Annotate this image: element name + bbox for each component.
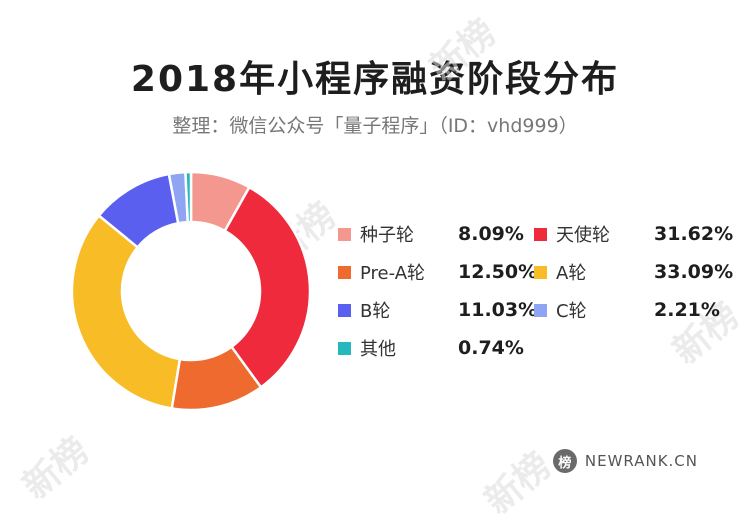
legend-swatch bbox=[338, 303, 351, 317]
legend-value: 0.74% bbox=[458, 337, 524, 359]
legend-swatch bbox=[534, 265, 547, 279]
legend-item: C轮 2.21% bbox=[534, 295, 720, 325]
legend-swatch bbox=[338, 227, 351, 241]
legend-item: 天使轮 31.62% bbox=[534, 219, 733, 249]
legend-swatch bbox=[534, 227, 547, 241]
newrank-logo-icon: 榜 bbox=[552, 449, 577, 473]
legend-value: 8.09% bbox=[458, 223, 524, 245]
legend-item: A轮 33.09% bbox=[534, 257, 733, 287]
legend-value: 12.50% bbox=[458, 261, 538, 283]
legend-label: A轮 bbox=[556, 263, 587, 284]
legend-item: 种子轮 8.09% bbox=[338, 219, 524, 249]
legend-label: 其他 bbox=[360, 339, 396, 360]
legend-value: 33.09% bbox=[654, 261, 734, 283]
legend-value: 2.21% bbox=[654, 299, 720, 321]
donut-slice-1 bbox=[223, 185, 312, 390]
legend-label: 天使轮 bbox=[556, 225, 610, 246]
donut-slice-6 bbox=[184, 170, 193, 224]
footer-text: NEWRANK.CN bbox=[584, 452, 698, 470]
legend-label: C轮 bbox=[556, 301, 587, 322]
legend-item: B轮 11.03% bbox=[338, 295, 537, 325]
legend-value: 31.62% bbox=[654, 223, 734, 245]
chart-title: 2018年小程序融资阶段分布 bbox=[130, 59, 620, 100]
donut-chart bbox=[70, 170, 312, 412]
footer-brand: 榜 NEWRANK.CN bbox=[552, 449, 698, 473]
legend-item: 其他 0.74% bbox=[338, 333, 524, 363]
legend-label: Pre-A轮 bbox=[360, 263, 426, 284]
legend-label: B轮 bbox=[360, 301, 391, 322]
legend-swatch bbox=[338, 341, 351, 355]
chart-subtitle: 整理：微信公众号「量子程序」（ID：vhd999） bbox=[172, 115, 578, 137]
donut-slice-3 bbox=[70, 213, 182, 410]
legend-label: 种子轮 bbox=[360, 225, 414, 246]
legend-swatch bbox=[534, 303, 547, 317]
legend-value: 11.03% bbox=[458, 299, 538, 321]
legend-swatch bbox=[338, 265, 351, 279]
legend-item: Pre-A轮 12.50% bbox=[338, 257, 537, 287]
